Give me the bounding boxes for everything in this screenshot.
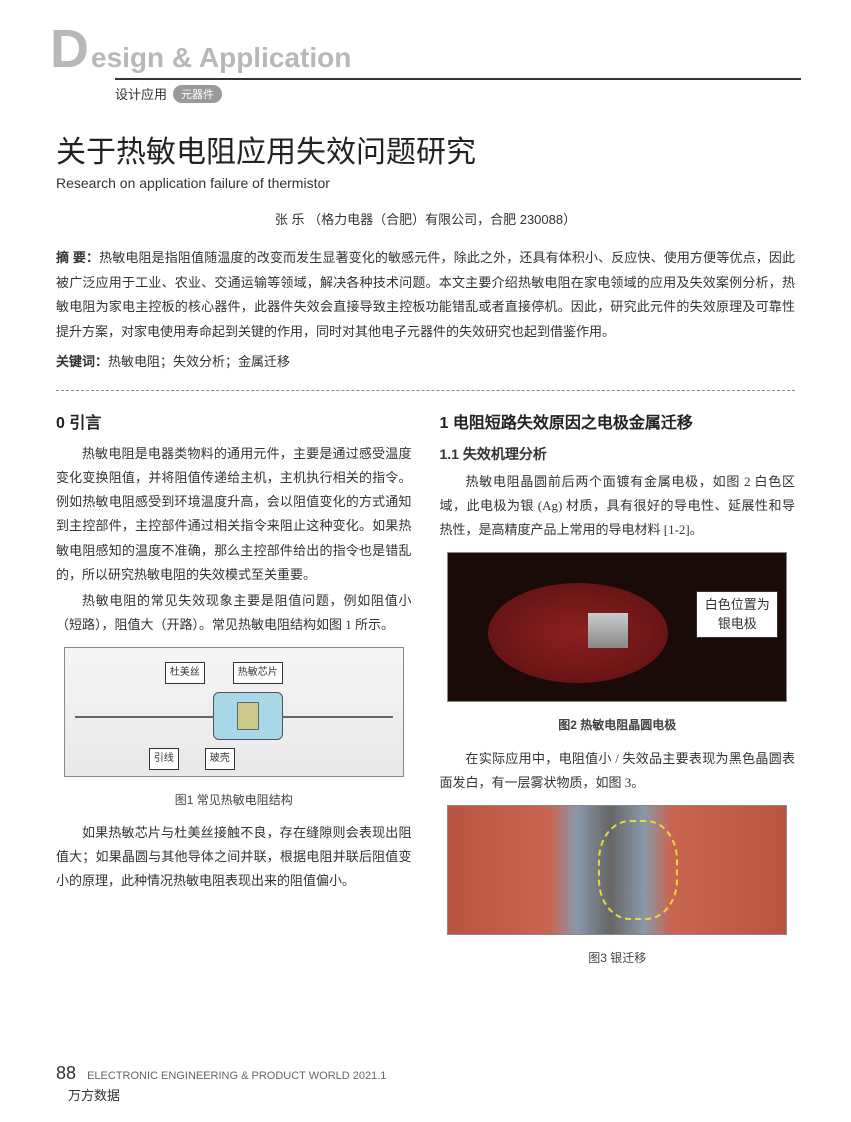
left-p3: 如果热敏芯片与杜美丝接触不良，存在缝隙则会表现出阻值大；如果晶圆与其他导体之间并… <box>56 821 412 893</box>
author-info: 张 乐 （格力电器（合肥）有限公司，合肥 230088） <box>56 209 795 228</box>
right-p2: 在实际应用中，电阻值小 / 失效品主要表现为黑色晶圆表面发白，有一层雾状物质，如… <box>440 747 796 795</box>
journal-name: ELECTRONIC ENGINEERING & PRODUCT WORLD 2… <box>87 1070 386 1082</box>
section-1-heading: 1 电阻短路失效原因之电极金属迁移 <box>440 409 796 439</box>
article-title-en: Research on application failure of therm… <box>56 175 795 191</box>
header-letter-d: D <box>50 28 89 71</box>
header-divider <box>115 78 801 80</box>
figure-3-caption: 图3 银迁移 <box>440 947 796 969</box>
dashed-divider <box>56 390 795 391</box>
figure-1-caption: 图1 常见热敏电阻结构 <box>56 789 412 811</box>
section-0-heading: 0 引言 <box>56 409 412 439</box>
figure-1-image: 杜美丝 热敏芯片 引线 玻壳 <box>64 647 404 777</box>
keywords-text: 热敏电阻；失效分析；金属迁移 <box>108 354 290 369</box>
keywords-label: 关键词： <box>56 354 108 369</box>
figure-2-caption: 图2 热敏电阻晶圆电极 <box>440 714 796 736</box>
figure-3: 图3 银迁移 <box>440 805 796 969</box>
figure-1: 杜美丝 热敏芯片 引线 玻壳 图1 常见热敏电阻结构 <box>56 647 412 811</box>
footer-source: 万方数据 <box>68 1085 120 1104</box>
header-design-text: esign & Application <box>91 42 351 74</box>
abstract-text: 热敏电阻是指阻值随温度的改变而发生显著变化的敏感元件，除此之外，还具有体积小、反… <box>56 250 795 339</box>
keywords: 关键词：热敏电阻；失效分析；金属迁移 <box>56 351 795 370</box>
right-p1: 热敏电阻晶圆前后两个面镀有金属电极，如图 2 白色区域，此电极为银 (Ag) 材… <box>440 470 796 542</box>
figure-2: 白色位置为银电极 图2 热敏电阻晶圆电极 <box>440 552 796 736</box>
footer: 88 ELECTRONIC ENGINEERING & PRODUCT WORL… <box>56 1063 386 1084</box>
header-badge: 元器件 <box>173 85 222 103</box>
figure-3-image <box>447 805 787 935</box>
abstract: 摘 要：热敏电阻是指阻值随温度的改变而发生显著变化的敏感元件，除此之外，还具有体… <box>56 246 795 345</box>
figure-2-callout: 白色位置为银电极 <box>696 591 778 637</box>
left-column: 0 引言 热敏电阻是电器类物料的通用元件，主要是通过感受温度变化变换阻值，并将阻… <box>56 409 412 979</box>
page-number: 88 <box>56 1063 76 1083</box>
fig1-label-lead: 引线 <box>149 748 179 771</box>
fig1-label-shell: 玻壳 <box>205 748 235 771</box>
article-title-cn: 关于热敏电阻应用失效问题研究 <box>56 127 795 171</box>
subsection-1-1-heading: 1.1 失效机理分析 <box>440 442 796 468</box>
fig1-label-chip: 热敏芯片 <box>233 662 283 685</box>
figure-2-image: 白色位置为银电极 <box>447 552 787 702</box>
left-p2: 热敏电阻的常见失效现象主要是阻值问题，例如阻值小（短路），阻值大（开路）。常见热… <box>56 589 412 637</box>
header-title: D esign & Application <box>50 28 801 74</box>
fig1-label-dumei: 杜美丝 <box>165 662 205 685</box>
left-p1: 热敏电阻是电器类物料的通用元件，主要是通过感受温度变化变换阻值，并将阻值传递给主… <box>56 442 412 586</box>
right-column: 1 电阻短路失效原因之电极金属迁移 1.1 失效机理分析 热敏电阻晶圆前后两个面… <box>440 409 796 979</box>
header-category: 设计应用 <box>115 84 167 103</box>
abstract-label: 摘 要： <box>56 250 99 265</box>
